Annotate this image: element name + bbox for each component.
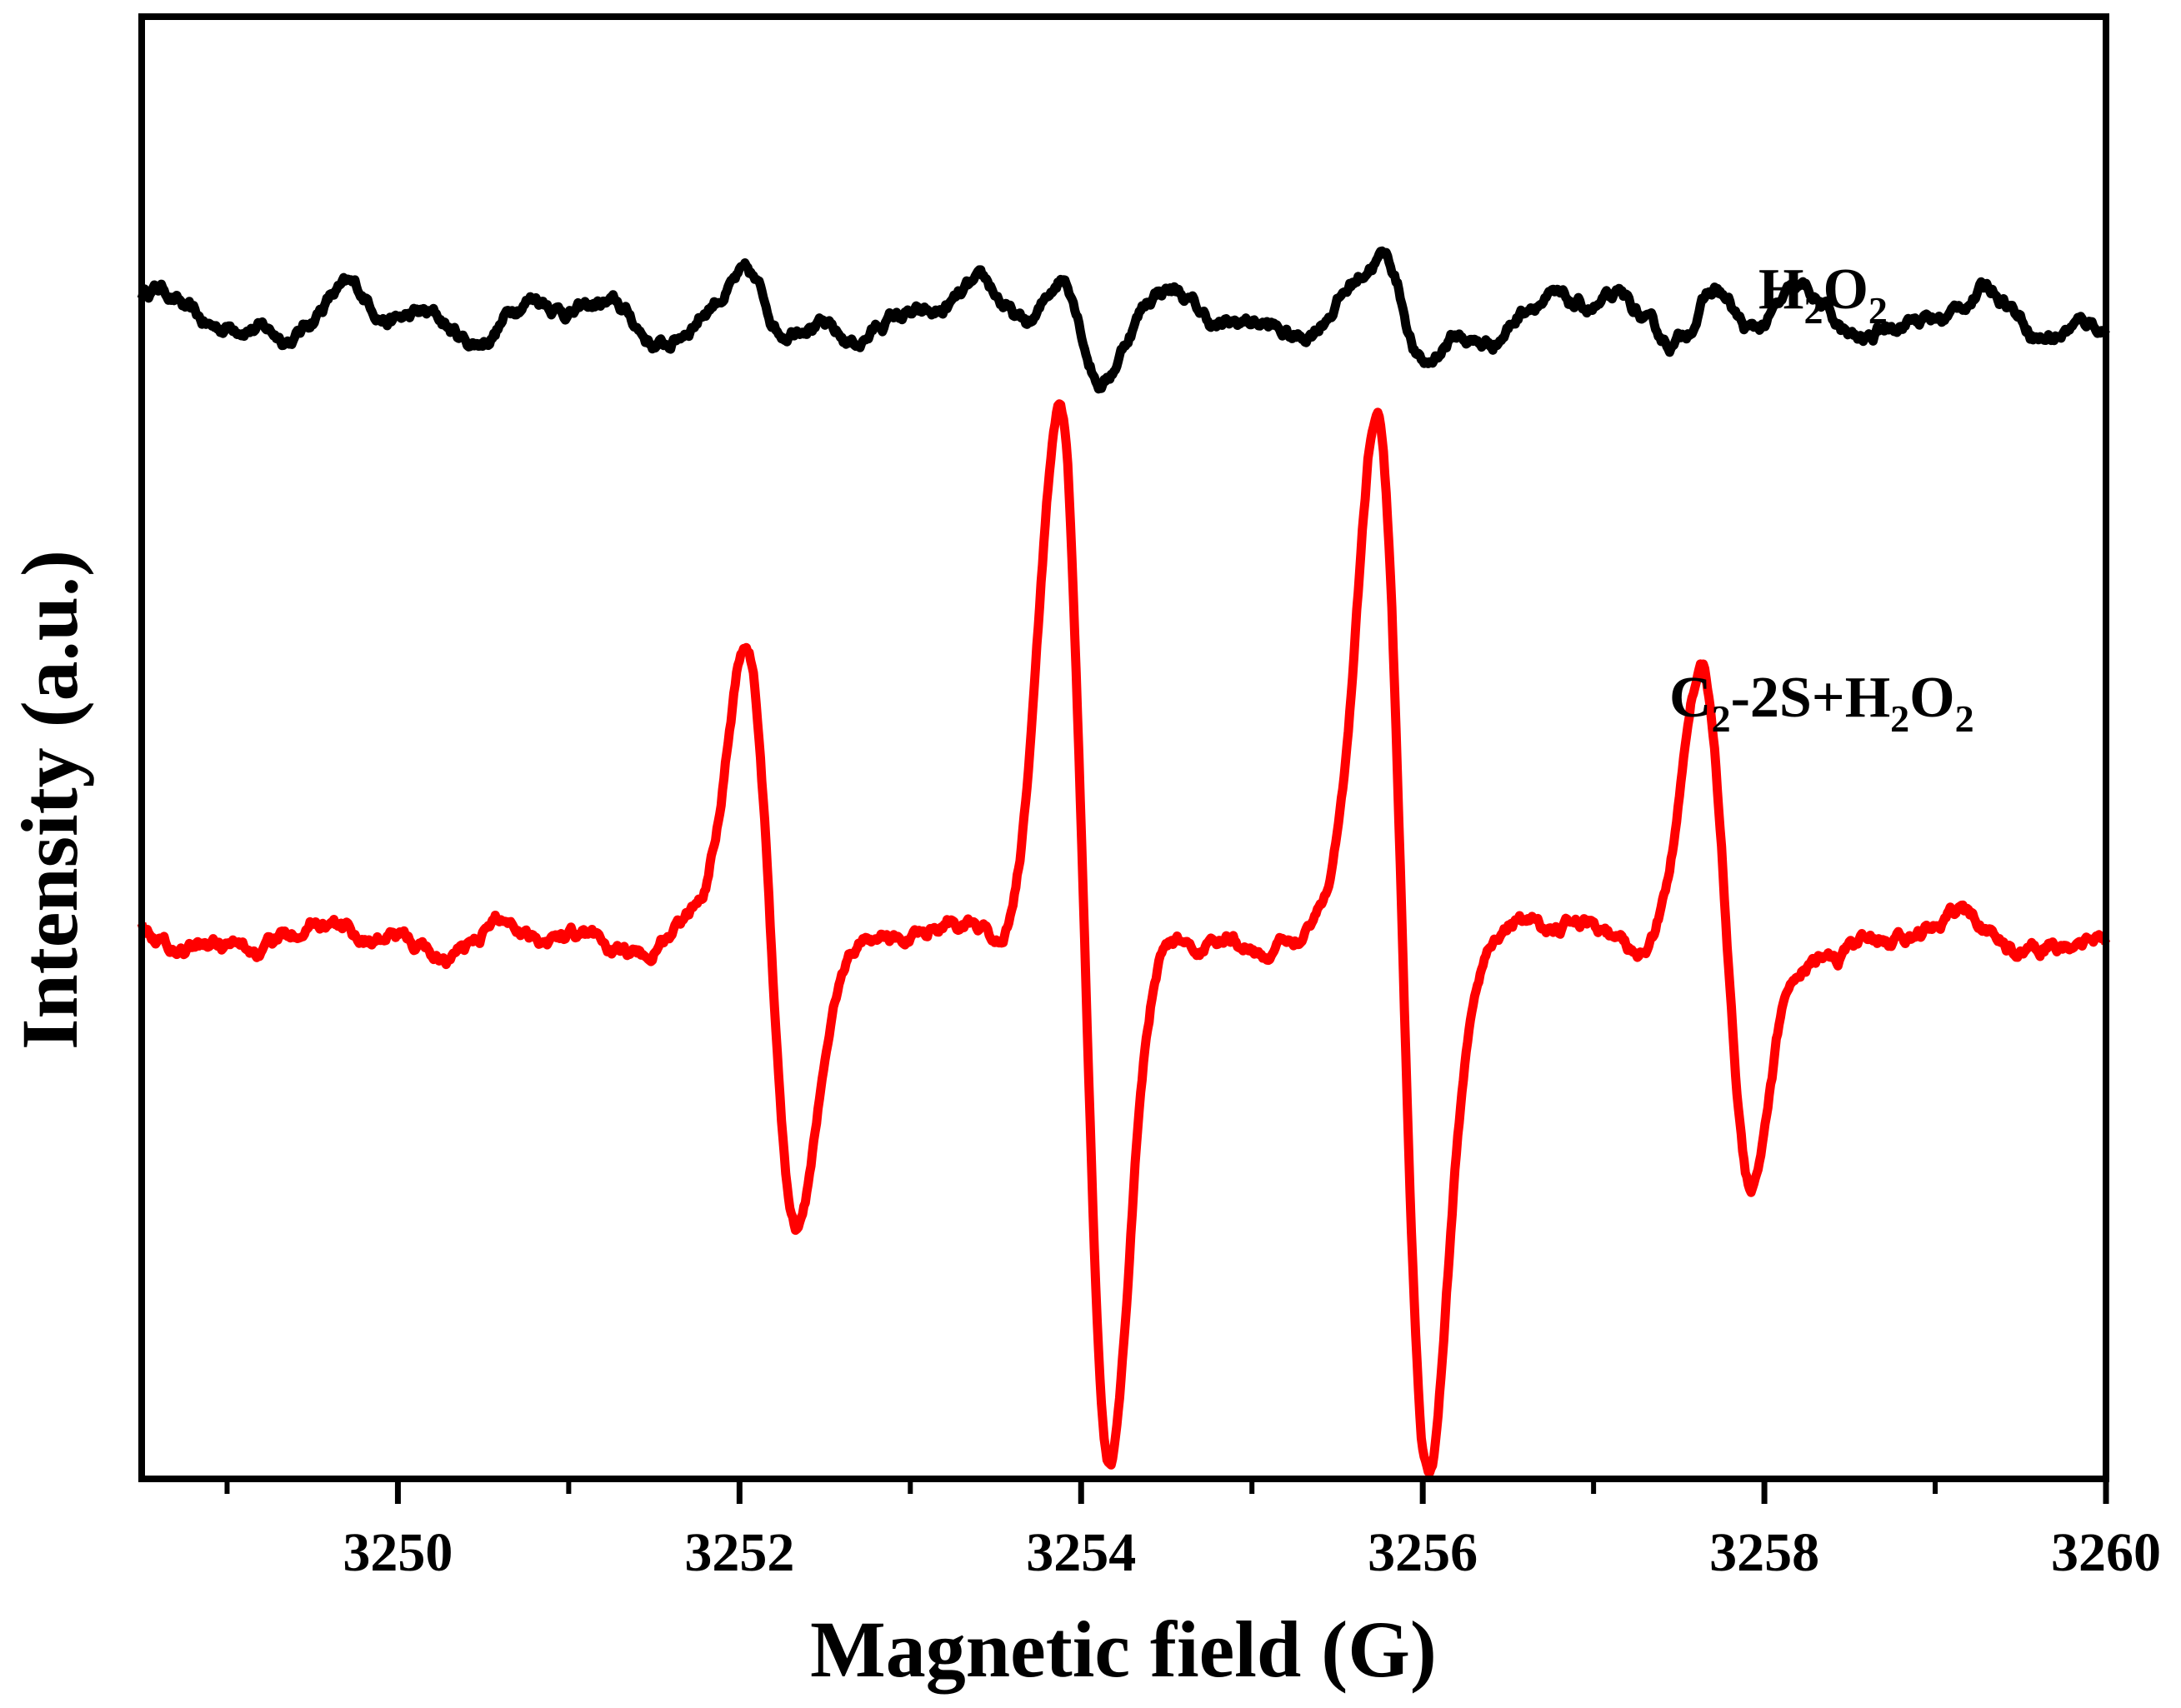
series-line-c2-2s-h2o2 xyxy=(137,399,2111,1477)
x-tick-label: 3258 xyxy=(1709,1522,1819,1583)
h2o2-label-sub1: 2 xyxy=(1803,289,1823,332)
h2o2-label-sub2: 2 xyxy=(1868,289,1888,332)
c2-label-sub3: 2 xyxy=(1955,697,1974,740)
x-tick-label: 3252 xyxy=(684,1522,794,1583)
x-tick-label: 3256 xyxy=(1368,1522,1478,1583)
series-label-h2o2: H2O2 xyxy=(1758,257,1888,332)
h2o2-label-o: O xyxy=(1823,257,1868,322)
x-tick-label: 3260 xyxy=(2051,1522,2161,1583)
series-line-h2o2 xyxy=(137,246,2110,394)
c2-label-sub1: 2 xyxy=(1712,697,1731,740)
x-axis-title: Magnetic field (G) xyxy=(810,1605,1437,1694)
series-label-c2-2s-h2o2: C2-2S+H2O2 xyxy=(1669,666,1974,740)
y-axis-title: Intensity (a.u.) xyxy=(5,550,94,1050)
c2-label-o: O xyxy=(1909,666,1954,730)
tick-labels-group: 3250 3252 3254 3256 3258 3260 xyxy=(343,1522,2161,1583)
c2-label-sub2: 2 xyxy=(1890,697,1909,740)
h2o2-label-h: H xyxy=(1758,257,1803,322)
c2-label-c: C xyxy=(1669,666,1712,730)
series-group xyxy=(137,246,2111,1477)
x-tick-label: 3250 xyxy=(343,1522,453,1583)
ticks-group xyxy=(224,1479,2109,1504)
x-tick-label: 3254 xyxy=(1026,1522,1136,1583)
c2-label-mid: -2S+H xyxy=(1731,666,1891,730)
